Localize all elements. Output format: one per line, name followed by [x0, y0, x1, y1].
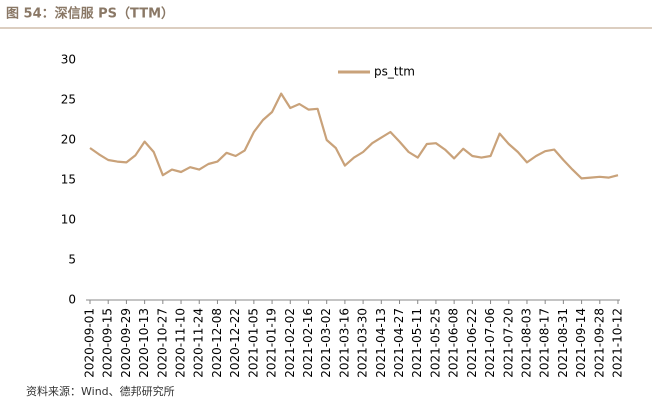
x-tick-label: 2021-06-08: [447, 308, 461, 378]
x-tick-label: 2020-10-13: [137, 308, 151, 378]
x-tick-label: 2021-08-17: [538, 308, 552, 378]
y-tick-label: 5: [68, 253, 76, 267]
x-tick-label: 2020-12-22: [228, 308, 242, 378]
x-tick-label: 2020-09-29: [119, 308, 133, 378]
x-tick-label: 2021-09-14: [574, 308, 588, 378]
x-tick-label: 2021-06-22: [465, 308, 479, 378]
x-tick-label: 2021-03-16: [337, 308, 351, 378]
x-tick-label: 2021-02-02: [283, 308, 297, 378]
x-tick-label: 2021-01-19: [265, 308, 279, 378]
x-tick-label: 2020-09-01: [83, 308, 97, 378]
x-tick-label: 2021-08-31: [556, 308, 570, 378]
x-tick-label: 2020-10-27: [155, 308, 169, 378]
x-tick-label: 2020-11-10: [174, 308, 188, 378]
y-tick-label: 30: [61, 53, 76, 67]
x-tick-label: 2021-04-13: [374, 308, 388, 378]
chart-title: 图 54：深信服 PS（TTM）: [6, 6, 174, 22]
x-tick-label: 2021-03-02: [319, 308, 333, 378]
y-tick-label: 20: [61, 133, 76, 147]
y-tick-label: 0: [68, 293, 76, 307]
x-tick-label: 2021-09-28: [592, 308, 606, 378]
x-tick-label: 2021-05-11: [410, 308, 424, 378]
x-tick-label: 2020-11-24: [192, 308, 206, 378]
x-tick-label: 2021-08-03: [519, 308, 533, 378]
source-note: 资料来源：Wind、德邦研究所: [26, 384, 175, 398]
x-tick-label: 2021-05-25: [428, 308, 442, 378]
x-tick-label: 2020-09-15: [101, 308, 115, 378]
y-tick-label: 15: [61, 173, 76, 187]
y-tick-label: 25: [61, 93, 76, 107]
data-line: [89, 92, 619, 180]
x-tick-label: 2021-07-06: [483, 308, 497, 378]
x-tick-label: 2021-07-20: [501, 308, 515, 378]
x-tick-label: 2021-04-27: [392, 308, 406, 378]
legend-label: ps_ttm: [374, 65, 415, 79]
x-tick-label: 2021-01-05: [246, 308, 260, 378]
x-tick-label: 2020-12-08: [210, 308, 224, 378]
x-tick-label: 2021-02-16: [301, 308, 315, 378]
y-tick-label: 10: [61, 213, 76, 227]
x-tick-label: 2021-03-30: [356, 308, 370, 378]
x-tick-label: 2021-10-12: [611, 308, 625, 378]
